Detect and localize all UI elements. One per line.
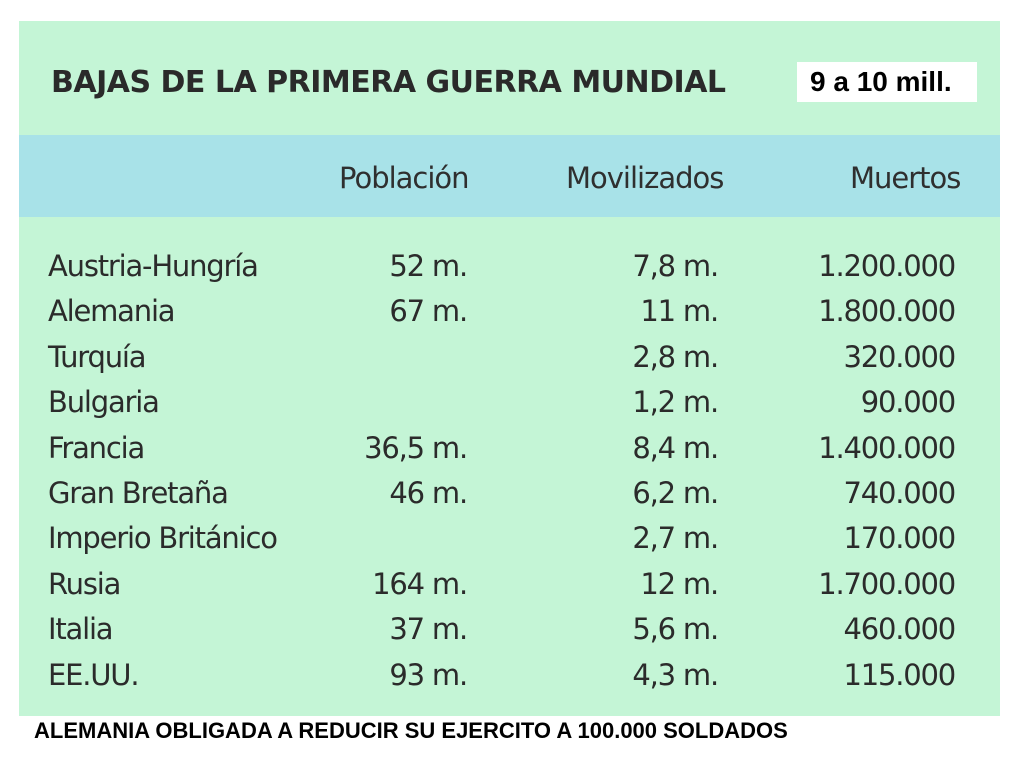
column-header-dead: Muertos (850, 161, 961, 195)
mobilized-cell: 5,6 m. (632, 612, 719, 647)
mobilized-cell: 8,4 m. (632, 430, 719, 465)
country-cell: Rusia (48, 566, 121, 601)
footer-note: ALEMANIA OBLIGADA A REDUCIR SU EJERCITO … (34, 718, 788, 743)
country-cell: Alemania (48, 294, 176, 329)
mobilized-cell: 12 m. (640, 566, 719, 601)
dead-cell: 320.000 (843, 339, 956, 374)
dead-cell: 1.200.000 (818, 249, 956, 283)
population-cell: 52 m. (389, 249, 468, 283)
table-row: Francia 36,5 m. 8,4 m. 1.400.000 (19, 429, 1000, 474)
population-cell: 36,5 m. (364, 430, 468, 465)
country-cell: Austria-Hungría (48, 249, 259, 283)
country-cell: Francia (48, 430, 145, 465)
country-cell: Bulgaria (48, 385, 160, 420)
table-row: Turquía 2,8 m. 320.000 (19, 338, 1000, 383)
dead-cell: 115.000 (843, 657, 956, 692)
country-cell: EE.UU. (48, 657, 140, 692)
table-row: EE.UU. 93 m. 4,3 m. 115.000 (19, 656, 1000, 701)
mobilized-cell: 1,2 m. (632, 385, 719, 420)
total-casualties-note: 9 a 10 mill. (810, 66, 952, 97)
table-row: Bulgaria 1,2 m. 90.000 (19, 383, 1000, 428)
mobilized-cell: 7,8 m. (632, 249, 719, 283)
population-cell: 93 m. (389, 657, 468, 692)
mobilized-cell: 2,8 m. (632, 339, 719, 374)
country-cell: Italia (48, 612, 114, 647)
table-row: Italia 37 m. 5,6 m. 460.000 (19, 610, 1000, 655)
mobilized-cell: 6,2 m. (632, 475, 719, 510)
country-cell: Imperio Británico (48, 521, 278, 556)
table-row: Rusia 164 m. 12 m. 1.700.000 (19, 565, 1000, 610)
mobilized-cell: 2,7 m. (632, 521, 719, 556)
column-header-population: Población (339, 161, 470, 195)
dead-cell: 1.800.000 (818, 294, 956, 329)
column-header-mobilized: Movilizados (566, 161, 724, 195)
table-body: Austria-Hungría 52 m. 7,8 m. 1.200.000 A… (19, 247, 1000, 701)
dead-cell: 1.700.000 (818, 566, 956, 601)
population-cell: 46 m. (389, 475, 468, 510)
population-cell: 37 m. (389, 612, 468, 647)
dead-cell: 170.000 (843, 521, 956, 556)
dead-cell: 460.000 (843, 612, 956, 647)
population-cell: 164 m. (372, 566, 468, 601)
country-cell: Gran Bretaña (48, 475, 229, 510)
dead-cell: 740.000 (843, 475, 956, 510)
dead-cell: 1.400.000 (818, 430, 956, 465)
casualties-table: BAJAS DE LA PRIMERA GUERRA MUNDIAL Pobla… (19, 21, 1000, 716)
table-title: BAJAS DE LA PRIMERA GUERRA MUNDIAL (51, 65, 726, 100)
table-row: Alemania 67 m. 11 m. 1.800.000 (19, 292, 1000, 337)
country-cell: Turquía (48, 339, 147, 374)
table-row: Austria-Hungría 52 m. 7,8 m. 1.200.000 (19, 247, 1000, 292)
dead-cell: 90.000 (860, 385, 956, 420)
table-row: Gran Bretaña 46 m. 6,2 m. 740.000 (19, 474, 1000, 519)
total-note-background (797, 62, 977, 102)
population-cell: 67 m. (389, 294, 468, 329)
table-row: Imperio Británico 2,7 m. 170.000 (19, 519, 1000, 564)
mobilized-cell: 4,3 m. (632, 657, 719, 692)
table-header-band (19, 135, 1000, 217)
mobilized-cell: 11 m. (640, 294, 719, 329)
